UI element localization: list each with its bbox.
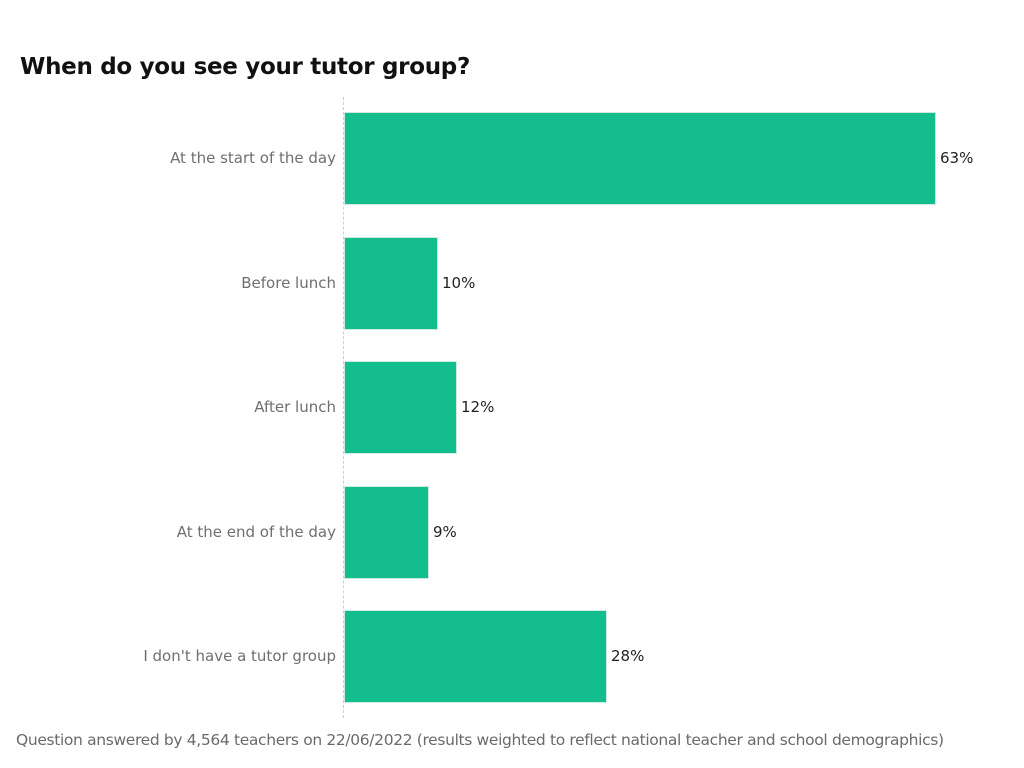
category-label: I don't have a tutor group [143,647,336,665]
category-label: At the end of the day [176,523,336,541]
bar [344,486,429,579]
value-label: 28% [611,647,645,665]
category-axis-line [343,97,344,718]
bar [344,237,438,330]
bar-row: Before lunch 10% [0,237,1024,330]
footnote: Question answered by 4,564 teachers on 2… [16,731,944,749]
bar [344,610,607,703]
value-label: 10% [442,274,476,292]
value-label: 63% [940,149,974,167]
bar [344,361,457,454]
bar [344,112,936,205]
bar-row: I don't have a tutor group 28% [0,610,1024,703]
value-label: 9% [433,523,457,541]
chart-title: When do you see your tutor group? [20,54,470,80]
bar-row: After lunch 12% [0,361,1024,454]
category-label: After lunch [254,398,336,416]
category-label: At the start of the day [170,149,336,167]
value-label: 12% [461,398,495,416]
category-label: Before lunch [241,274,336,292]
bar-row: At the start of the day 63% [0,112,1024,205]
bar-row: At the end of the day 9% [0,486,1024,579]
